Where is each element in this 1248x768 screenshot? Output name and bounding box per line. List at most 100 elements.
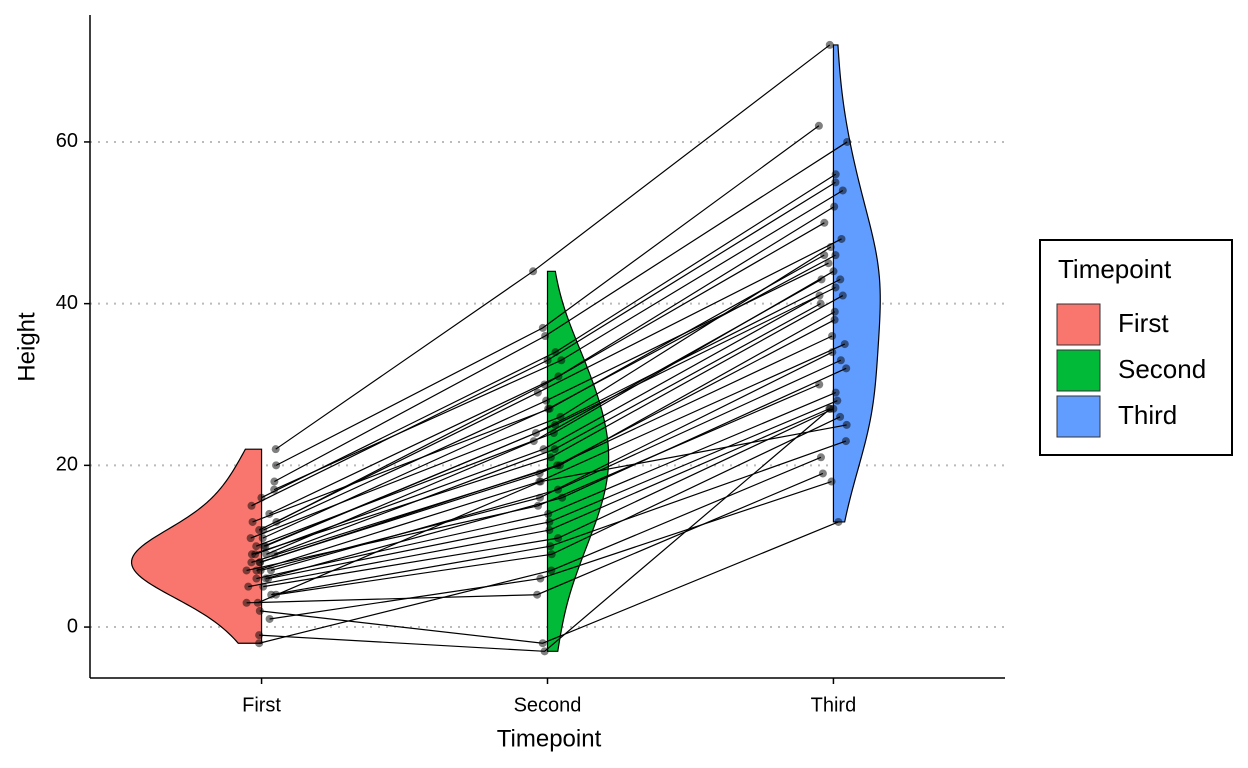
- point: [540, 647, 549, 656]
- point: [831, 283, 840, 292]
- point: [247, 501, 256, 510]
- point: [551, 420, 560, 429]
- y-tick-label: 0: [67, 615, 78, 637]
- point: [550, 445, 559, 454]
- point: [259, 542, 268, 551]
- point: [816, 299, 825, 308]
- point: [529, 437, 538, 446]
- point: [267, 566, 276, 575]
- point: [556, 412, 565, 421]
- point: [256, 566, 265, 575]
- point: [557, 356, 566, 365]
- point: [540, 380, 549, 389]
- point: [255, 631, 264, 640]
- point: [544, 509, 553, 518]
- point: [558, 493, 567, 502]
- point: [542, 396, 551, 405]
- point: [533, 590, 542, 599]
- point: [831, 178, 840, 187]
- violin: [546, 270, 610, 652]
- point: [252, 542, 261, 551]
- point: [248, 517, 257, 526]
- point: [270, 477, 279, 486]
- legend-label: First: [1118, 308, 1169, 338]
- point: [264, 574, 273, 583]
- point: [817, 275, 826, 284]
- point: [543, 356, 552, 365]
- point: [828, 348, 837, 357]
- point: [257, 493, 266, 502]
- point: [838, 291, 847, 300]
- point: [842, 420, 851, 429]
- point: [841, 437, 850, 446]
- point: [251, 550, 260, 559]
- point: [259, 582, 268, 591]
- point: [270, 485, 279, 494]
- point: [545, 404, 554, 413]
- x-axis-title: Timepoint: [497, 725, 602, 752]
- point: [827, 477, 836, 486]
- point: [549, 429, 558, 438]
- point: [842, 364, 851, 373]
- point: [553, 485, 562, 494]
- point: [255, 639, 264, 648]
- y-tick-label: 20: [56, 454, 78, 476]
- point: [242, 598, 251, 607]
- point: [271, 445, 280, 454]
- point: [535, 493, 544, 502]
- point: [247, 558, 256, 567]
- point: [244, 582, 253, 591]
- point: [836, 275, 845, 284]
- point: [830, 202, 839, 211]
- point: [833, 396, 842, 405]
- point: [814, 121, 823, 130]
- point: [547, 550, 556, 559]
- legend-title: Timepoint: [1058, 254, 1172, 284]
- point: [831, 388, 840, 397]
- point: [246, 534, 255, 543]
- point: [836, 412, 845, 421]
- point: [826, 243, 835, 252]
- point: [535, 469, 544, 478]
- point: [242, 566, 251, 575]
- point: [258, 534, 267, 543]
- point: [272, 461, 281, 470]
- point: [843, 137, 852, 146]
- legend-label: Third: [1118, 400, 1177, 430]
- point: [531, 429, 540, 438]
- legend-key: [1056, 303, 1101, 346]
- point: [829, 267, 838, 276]
- point: [825, 40, 834, 49]
- point: [818, 469, 827, 478]
- point: [538, 639, 547, 648]
- point: [820, 251, 829, 260]
- point: [539, 445, 548, 454]
- point: [815, 291, 824, 300]
- point: [815, 380, 824, 389]
- point: [826, 404, 835, 413]
- point: [554, 372, 563, 381]
- point: [554, 534, 563, 543]
- point: [816, 453, 825, 462]
- point: [262, 550, 271, 559]
- point: [265, 509, 274, 518]
- point: [270, 550, 279, 559]
- point: [252, 574, 261, 583]
- point: [538, 323, 547, 332]
- point: [828, 331, 837, 340]
- legend-key: [1056, 349, 1101, 392]
- point: [265, 614, 274, 623]
- point: [255, 558, 264, 567]
- x-tick-label: Third: [811, 694, 857, 716]
- x-tick-label: Second: [514, 694, 582, 716]
- point: [838, 186, 847, 195]
- point: [551, 348, 560, 357]
- point: [535, 477, 544, 486]
- point: [529, 267, 538, 276]
- point: [834, 517, 843, 526]
- violin: [130, 448, 263, 644]
- point: [836, 356, 845, 365]
- point: [536, 574, 545, 583]
- point: [541, 331, 550, 340]
